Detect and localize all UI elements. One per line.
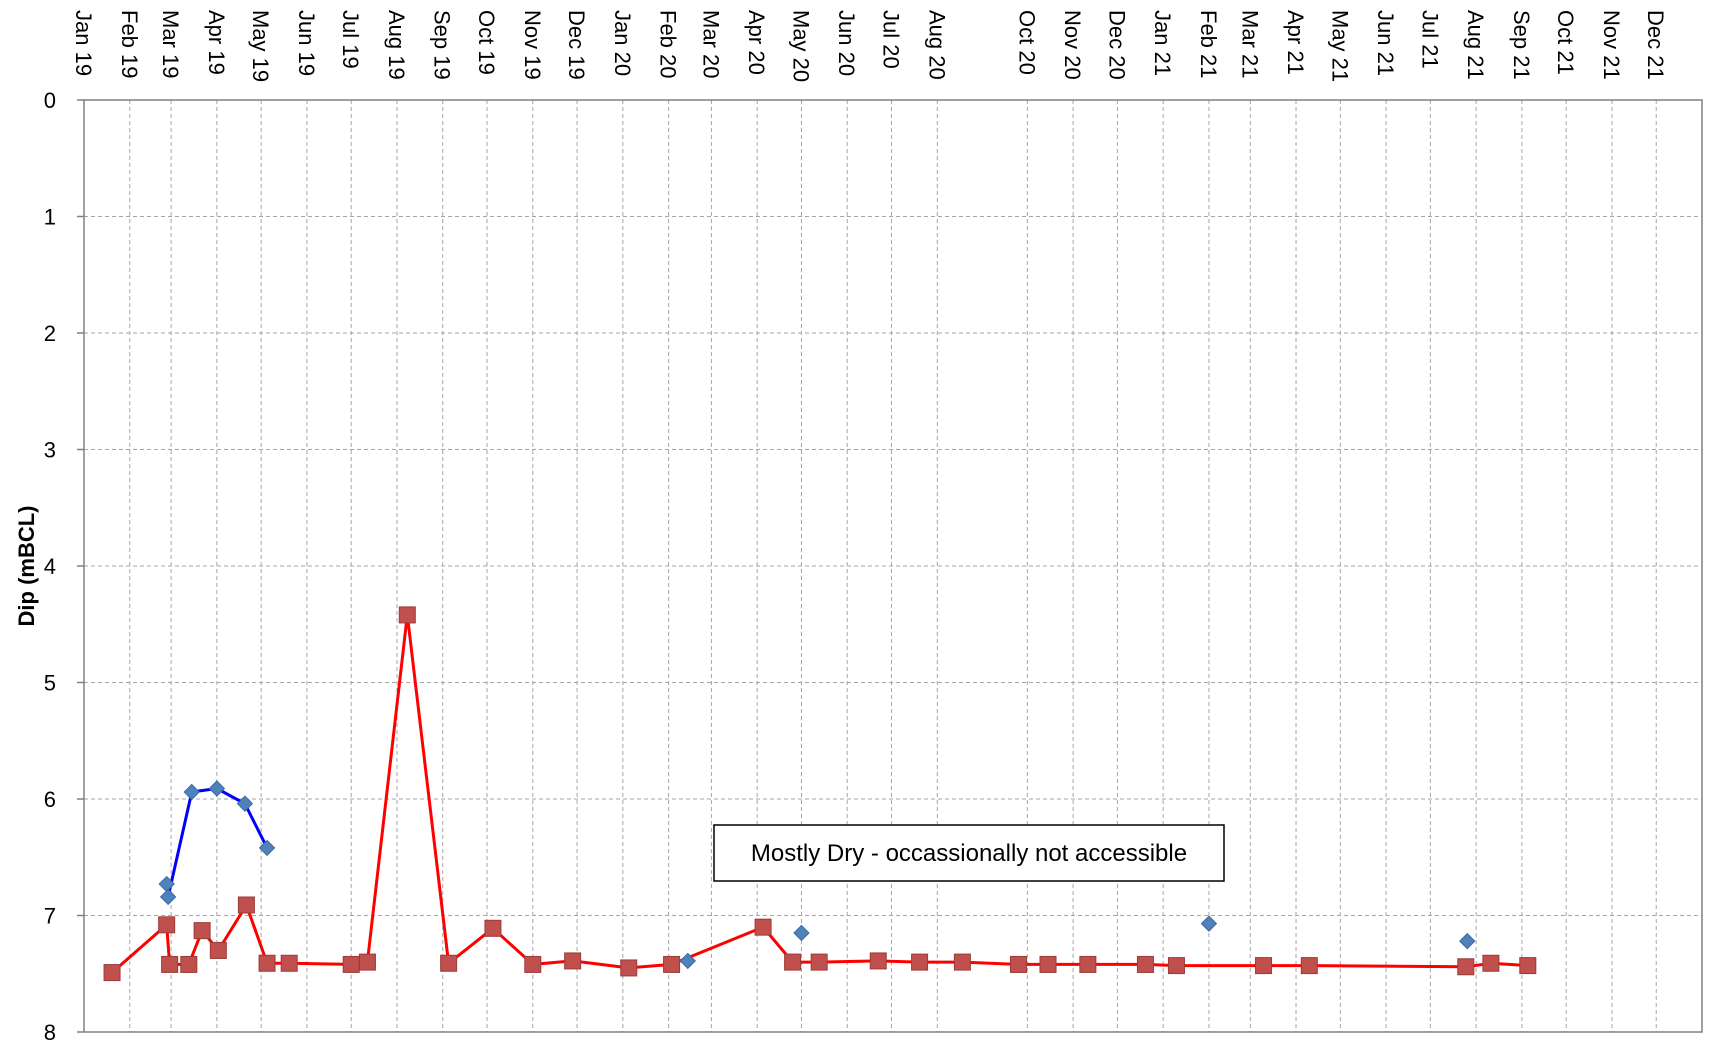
square-marker xyxy=(484,919,502,937)
x-tick-label: Jan 20 xyxy=(610,10,635,76)
square-marker xyxy=(193,922,211,940)
x-tick-label: May 19 xyxy=(248,10,273,82)
x-tick-label: Oct 20 xyxy=(1014,10,1039,75)
x-tick-label: Jul 20 xyxy=(879,10,904,69)
x-tick-label: Jun 21 xyxy=(1373,10,1398,76)
x-tick-label: Jul 19 xyxy=(338,10,363,69)
annotation-frame xyxy=(713,824,1225,882)
square-marker xyxy=(1136,955,1154,973)
x-tick-label: Aug 20 xyxy=(924,10,949,80)
series-line-1 xyxy=(111,613,1528,974)
square-marker xyxy=(398,606,416,624)
x-tick-label: Apr 19 xyxy=(204,10,229,75)
square-marker xyxy=(103,964,121,982)
y-tick-label: 7 xyxy=(44,904,56,929)
y-tick-label: 2 xyxy=(44,321,56,346)
y-tick-label: 6 xyxy=(44,787,56,812)
square-marker xyxy=(1300,957,1318,975)
x-tick-label: Jul 21 xyxy=(1417,10,1442,69)
square-marker xyxy=(1482,954,1500,972)
x-tick-label: Feb 21 xyxy=(1196,10,1221,79)
diamond-marker xyxy=(793,924,810,942)
diamond-marker xyxy=(679,952,697,970)
diamond-marker xyxy=(236,795,254,812)
y-tick-label: 4 xyxy=(44,554,56,579)
annotation-text: Mostly Dry - occassionally not accessibl… xyxy=(751,840,1187,867)
diamond-marker xyxy=(1200,915,1218,932)
square-marker xyxy=(1167,957,1185,975)
x-tick-label: Mar 20 xyxy=(698,10,723,78)
x-tick-label: Jun 20 xyxy=(834,10,859,76)
y-tick-label: 8 xyxy=(44,1020,56,1040)
x-tick-label: Dec 19 xyxy=(564,10,589,80)
square-marker xyxy=(1009,955,1027,973)
x-tick-label: Oct 21 xyxy=(1553,10,1578,75)
square-marker xyxy=(258,954,276,972)
square-marker xyxy=(911,953,929,971)
y-tick-label: 5 xyxy=(44,671,56,696)
x-tick-label: Oct 19 xyxy=(474,10,499,75)
square-marker xyxy=(158,916,176,934)
x-tick-label: Nov 19 xyxy=(520,10,545,80)
x-tick-label: Apr 20 xyxy=(744,10,769,75)
square-marker xyxy=(280,954,298,972)
x-tick-label: Apr 21 xyxy=(1283,10,1308,75)
square-marker xyxy=(784,953,802,971)
square-marker xyxy=(663,955,681,973)
x-tick-label: May 21 xyxy=(1327,10,1352,82)
x-tick-label: Jun 19 xyxy=(294,10,319,76)
y-tick-label: 3 xyxy=(44,438,56,463)
square-marker xyxy=(869,952,887,970)
square-marker xyxy=(1255,957,1273,975)
square-marker xyxy=(342,955,360,973)
x-tick-label: Jan 21 xyxy=(1150,10,1175,76)
square-marker xyxy=(209,941,227,959)
square-marker xyxy=(620,959,638,977)
x-tick-label: Jan 19 xyxy=(71,10,96,76)
square-marker xyxy=(440,954,458,972)
annotation-box: Mostly Dry - occassionally not accessibl… xyxy=(713,824,1225,882)
series-markers xyxy=(103,606,1537,982)
square-marker xyxy=(1039,955,1057,973)
grid xyxy=(84,100,1702,1032)
y-axis-ticks: 0 1 2 3 4 5 6 7 8 xyxy=(44,88,84,1040)
square-marker xyxy=(1519,957,1537,975)
x-tick-label: Sep 19 xyxy=(430,10,455,80)
diamond-marker xyxy=(1459,932,1476,950)
square-marker xyxy=(953,953,971,971)
square-marker xyxy=(524,955,542,973)
y-axis-label: Dip (mBCL) xyxy=(14,506,39,627)
diamond-marker xyxy=(208,780,226,797)
diamond-marker xyxy=(183,783,200,801)
y-tick-label: 0 xyxy=(44,88,56,113)
square-marker xyxy=(1457,958,1475,976)
x-tick-label: May 20 xyxy=(788,10,813,82)
x-tick-label: Aug 21 xyxy=(1463,10,1488,80)
x-tick-label: Aug 19 xyxy=(384,10,409,80)
square-marker xyxy=(180,955,198,973)
square-marker xyxy=(810,953,828,971)
x-tick-label: Feb 20 xyxy=(656,10,681,79)
square-marker xyxy=(564,952,582,970)
x-axis-ticks: Jan 19 Feb 19 Mar 19 Apr 19 May 19 Jun 19 Jul … xyxy=(71,10,1668,82)
square-marker xyxy=(358,953,376,971)
square-marker xyxy=(161,955,179,973)
x-tick-label: Mar 21 xyxy=(1237,10,1262,78)
diamond-marker xyxy=(258,839,276,857)
diamond-marker xyxy=(159,888,177,906)
x-tick-label: Dec 20 xyxy=(1104,10,1129,80)
x-tick-label: Nov 20 xyxy=(1060,10,1085,80)
square-marker xyxy=(237,896,255,914)
square-marker xyxy=(1079,955,1097,973)
x-tick-label: Mar 19 xyxy=(158,10,183,78)
y-tick-label: 1 xyxy=(44,205,56,230)
x-tick-label: Dec 21 xyxy=(1643,10,1668,80)
series-lines xyxy=(111,613,1528,974)
x-tick-label: Sep 21 xyxy=(1509,10,1534,80)
square-marker xyxy=(754,918,772,936)
x-tick-label: Feb 19 xyxy=(117,10,142,79)
x-tick-label: Nov 21 xyxy=(1599,10,1624,80)
